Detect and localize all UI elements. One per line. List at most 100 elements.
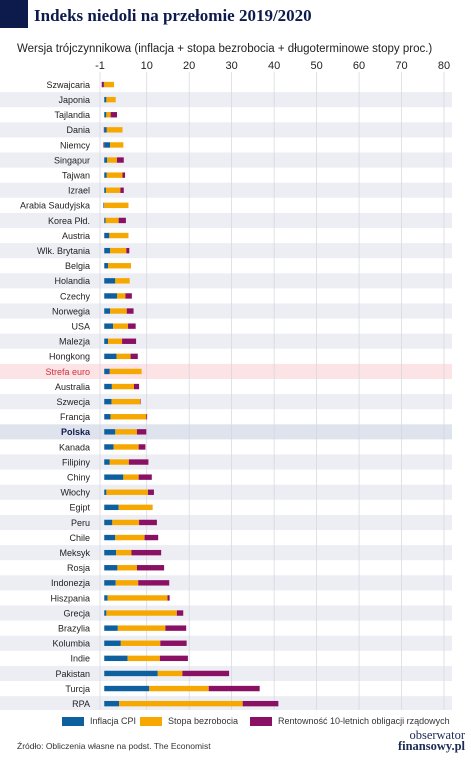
bar-segment xyxy=(208,685,260,692)
source-note: Źródło: Obliczenia własne na podst. The … xyxy=(17,741,211,751)
bar-segment xyxy=(104,368,110,375)
category-label: Polska xyxy=(61,427,91,437)
bar-segment xyxy=(104,625,118,631)
bar-segment xyxy=(104,323,114,329)
bar-segment xyxy=(118,504,153,511)
bar-segment xyxy=(104,96,107,103)
category-label: Indie xyxy=(70,654,90,664)
bar-segment xyxy=(112,519,140,526)
category-label: Francja xyxy=(60,412,90,422)
bar-segment xyxy=(139,519,157,526)
bar-segment xyxy=(104,353,117,360)
category-label: Wlk. Brytania xyxy=(37,246,90,256)
bar-segment xyxy=(110,112,117,118)
row-background xyxy=(0,514,452,530)
bar-segment xyxy=(110,308,127,314)
bar-segment xyxy=(115,278,130,284)
category-label: RPA xyxy=(72,699,90,709)
legend-item-cpi: Inflacja CPI xyxy=(62,716,136,726)
x-tick-label: 30 xyxy=(226,60,238,72)
bar-segment xyxy=(128,323,136,329)
bar-segment xyxy=(119,700,243,707)
category-label: Szwajcaria xyxy=(46,80,90,90)
bar-segment xyxy=(120,640,161,646)
bar-segment xyxy=(242,700,279,707)
bar-segment xyxy=(144,534,159,541)
category-label: USA xyxy=(71,321,90,331)
bar-segment xyxy=(107,157,117,163)
bar-segment xyxy=(104,232,110,239)
chart-legend: Inflacja CPI Stopa bezrobocia Rentowność… xyxy=(0,716,471,730)
bar-segment xyxy=(104,414,111,420)
bar-segment xyxy=(104,398,112,405)
category-label: Austria xyxy=(62,231,90,241)
bar-segment xyxy=(104,217,106,224)
bar-segment xyxy=(106,172,123,178)
row-background xyxy=(0,92,452,108)
bar-segment xyxy=(167,595,170,601)
bar-segment xyxy=(106,112,111,118)
bar-segment xyxy=(123,474,139,480)
bar-segment xyxy=(104,127,107,133)
x-tick-label: 40 xyxy=(268,60,280,72)
bar-segment xyxy=(104,429,116,435)
category-label: Brazylia xyxy=(58,623,90,633)
category-label: Arabia Saudyjska xyxy=(20,201,90,211)
category-label: Hongkong xyxy=(49,352,90,362)
bar-segment xyxy=(104,157,108,163)
bar-segment xyxy=(107,595,168,601)
category-label: Czechy xyxy=(60,291,91,301)
category-label: Indonezja xyxy=(51,578,90,588)
bar-segment xyxy=(104,685,150,692)
category-label: Malezja xyxy=(59,337,90,347)
bar-segment xyxy=(108,338,123,344)
bar-segment xyxy=(110,142,124,148)
category-label: Tajlandia xyxy=(54,110,90,120)
category-label: Korea Płd. xyxy=(48,216,90,226)
category-label: Kanada xyxy=(59,442,90,452)
chart-title: Indeks niedoli na przełomie 2019/2020 xyxy=(34,6,312,25)
x-tick-label: -1 xyxy=(95,60,105,72)
category-label: Norwegia xyxy=(52,306,90,316)
bar-segment xyxy=(182,670,230,677)
title-accent-bar xyxy=(0,0,28,28)
x-tick-label: 10 xyxy=(141,60,153,72)
bar-segment xyxy=(104,670,158,677)
legend-label-cpi: Inflacja CPI xyxy=(90,716,137,726)
bar-segment xyxy=(104,308,111,314)
category-label: Singapur xyxy=(54,155,90,165)
category-label: Pakistan xyxy=(55,669,90,679)
bar-segment xyxy=(113,323,129,329)
x-tick-label: 60 xyxy=(353,60,365,72)
bar-segment xyxy=(106,127,123,133)
logo-line-2: finansowy.pl xyxy=(397,739,465,753)
category-label: Chile xyxy=(69,533,90,543)
bar-segment xyxy=(116,157,124,163)
bar-segment xyxy=(118,217,126,224)
category-label: Filipiny xyxy=(62,457,91,467)
bar-segment xyxy=(120,187,124,193)
bar-segment xyxy=(110,247,127,254)
bar-segment xyxy=(104,565,118,571)
bar-segment xyxy=(165,625,187,631)
category-label: Rosja xyxy=(67,563,90,573)
bar-segment xyxy=(103,202,105,209)
row-background xyxy=(0,545,452,561)
category-label: Japonia xyxy=(58,95,90,105)
bar-segment xyxy=(108,263,132,269)
row-background xyxy=(0,273,452,289)
category-label: Australia xyxy=(55,382,90,392)
row-background xyxy=(0,182,452,198)
bar-segment xyxy=(117,565,137,571)
x-tick-label: 50 xyxy=(310,60,322,72)
bar-segment xyxy=(106,610,177,616)
row-background xyxy=(0,303,452,319)
category-label: Kolumbia xyxy=(52,639,90,649)
bar-segment xyxy=(106,489,148,495)
bar-segment xyxy=(126,308,134,314)
bar-segment xyxy=(136,429,147,435)
bar-segment xyxy=(109,232,129,239)
legend-label-unemployment: Stopa bezrobocia xyxy=(168,716,239,726)
bar-segment xyxy=(117,625,166,631)
bar-segment xyxy=(104,549,117,556)
